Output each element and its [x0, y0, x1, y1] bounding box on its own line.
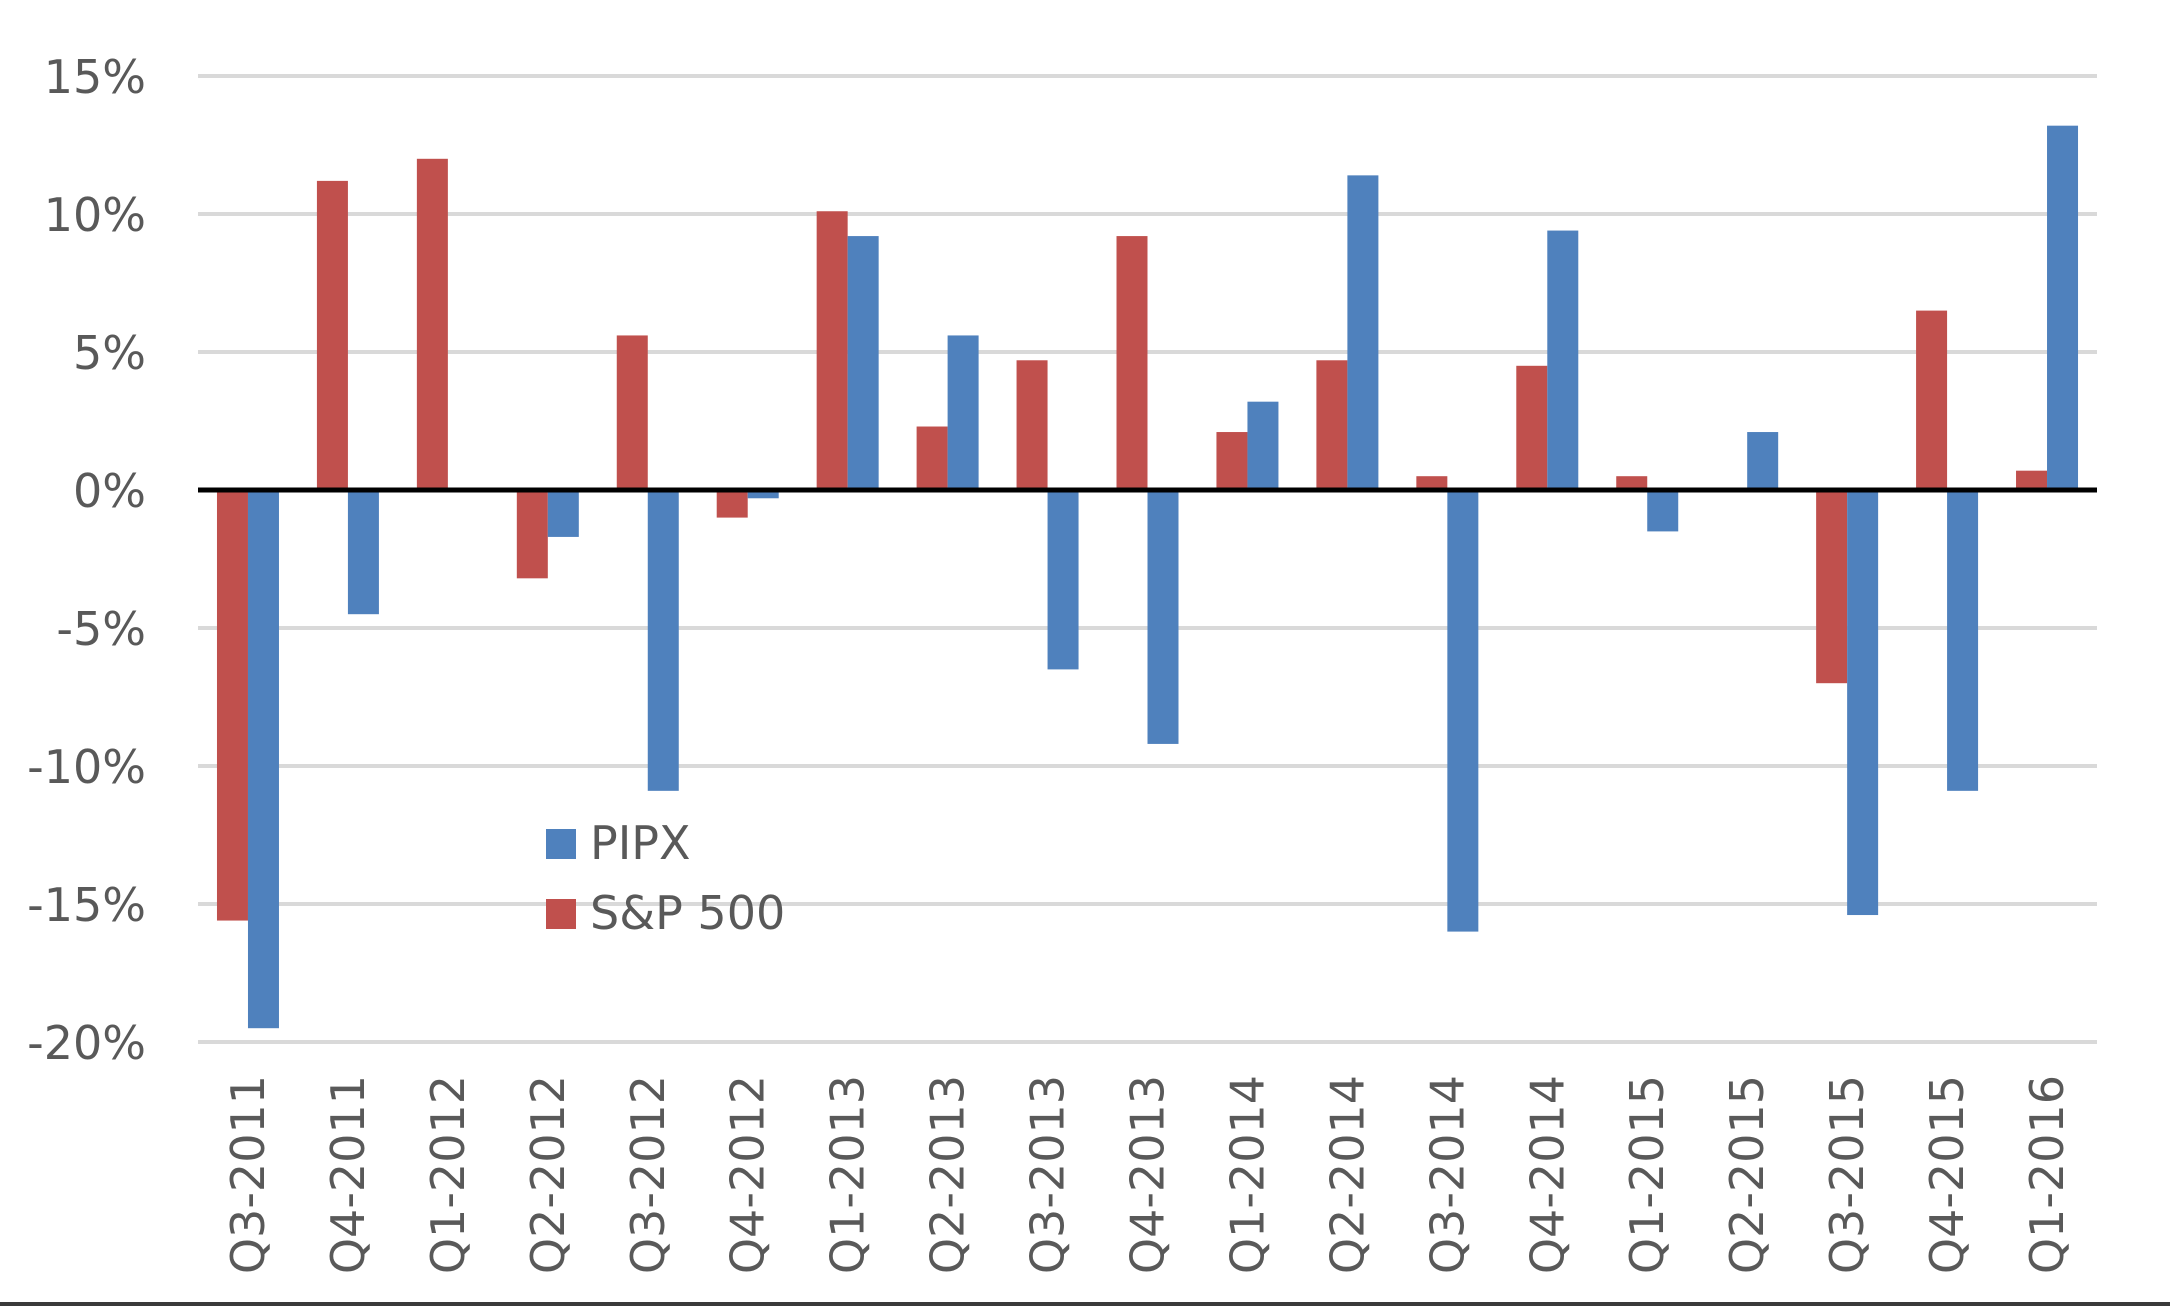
- x-tick-label: Q3-2012: [621, 1075, 675, 1274]
- bar-s-p-500-q1-2012: [416, 158, 448, 491]
- bar-pipx-q4-2011: [347, 490, 379, 615]
- bar-pipx-q3-2012: [647, 490, 679, 791]
- legend-swatch-s-p-500: [546, 899, 576, 929]
- bar-s-p-500-q1-2015: [1616, 476, 1648, 490]
- bar-s-p-500-q2-2013: [916, 426, 948, 490]
- bar-s-p-500-q1-2014: [1216, 432, 1248, 490]
- x-tick-label: Q1-2015: [1620, 1075, 1674, 1274]
- x-tick-label: Q3-2011: [221, 1075, 275, 1274]
- bar-s-p-500-q1-2016: [2016, 470, 2048, 490]
- bar-pipx-q4-2012: [747, 490, 779, 499]
- bar-pipx-q2-2012: [547, 490, 579, 537]
- y-tick-label: 5%: [73, 326, 146, 380]
- bar-s-p-500-q2-2014: [1316, 360, 1348, 490]
- x-tick-label: Q2-2013: [921, 1075, 975, 1274]
- bar-s-p-500-q3-2013: [1016, 360, 1048, 490]
- y-tick-label: -10%: [27, 740, 146, 794]
- y-tick-label: -5%: [56, 602, 146, 656]
- x-tick-label: Q4-2015: [1920, 1075, 1974, 1274]
- window-bottom-border: [0, 1302, 2170, 1306]
- x-tick-label: Q2-2012: [521, 1075, 575, 1274]
- bar-s-p-500-q2-2012: [516, 490, 548, 579]
- bar-pipx-q3-2014: [1447, 490, 1479, 932]
- x-tick-label: Q3-2014: [1420, 1075, 1474, 1274]
- bar-pipx-q2-2015: [1747, 432, 1779, 490]
- x-axis-tick-labels: Q3-2011 Q4-2011 Q1-2012 Q2-2012 Q3-2012 Q4-20…: [221, 1075, 2074, 1274]
- bar-s-p-500-q4-2013: [1116, 236, 1148, 490]
- bar-s-p-500-q4-2014: [1516, 365, 1548, 490]
- bar-pipx-q4-2015: [1947, 490, 1979, 791]
- x-tick-label: Q4-2014: [1520, 1075, 1574, 1274]
- bar-s-p-500-q4-2011: [316, 180, 348, 490]
- legend-swatch-pipx: [546, 829, 576, 859]
- x-tick-label: Q1-2013: [821, 1075, 875, 1274]
- bar-pipx-q1-2013: [847, 236, 879, 490]
- x-tick-label: Q3-2015: [1820, 1075, 1874, 1274]
- bar-s-p-500-q3-2011: [216, 490, 248, 921]
- x-tick-label: Q3-2013: [1021, 1075, 1075, 1274]
- bar-pipx-q3-2013: [1047, 490, 1079, 670]
- x-tick-label: Q1-2014: [1220, 1075, 1274, 1274]
- legend-label: S&P 500: [590, 886, 785, 940]
- bar-pipx-q3-2015: [1847, 490, 1879, 916]
- x-tick-label: Q1-2016: [2020, 1075, 2074, 1274]
- x-tick-label: Q4-2011: [321, 1075, 375, 1274]
- x-tick-label: Q1-2012: [421, 1075, 475, 1274]
- bar-pipx-q1-2016: [2047, 125, 2079, 491]
- legend: PIPX S&P 500: [546, 816, 785, 940]
- bar-pipx-q1-2014: [1247, 401, 1279, 490]
- bar-pipx-q4-2014: [1547, 230, 1579, 490]
- y-axis-tick-labels: 15% 10% 5% 0% -5% -10% -15% -20%: [27, 50, 146, 1070]
- y-tick-label: 0%: [73, 464, 146, 518]
- bar-pipx-q3-2011: [247, 490, 279, 1029]
- bar-s-p-500-q3-2015: [1816, 490, 1848, 684]
- legend-label: PIPX: [590, 816, 691, 870]
- bar-pipx-q4-2013: [1147, 490, 1179, 744]
- bar-pipx-q1-2015: [1647, 490, 1679, 532]
- x-tick-label: Q4-2013: [1121, 1075, 1175, 1274]
- bar-pipx-q2-2014: [1347, 175, 1379, 491]
- bar-s-p-500-q1-2013: [816, 211, 848, 491]
- x-tick-label: Q2-2015: [1720, 1075, 1774, 1274]
- y-tick-label: -15%: [27, 878, 146, 932]
- bar-s-p-500-q3-2014: [1416, 476, 1448, 490]
- y-tick-label: -20%: [27, 1016, 146, 1070]
- bar-s-p-500-q3-2012: [616, 335, 648, 490]
- bar-pipx-q2-2013: [947, 335, 979, 490]
- bars: [216, 125, 2079, 1029]
- bar-s-p-500-q4-2015: [1916, 310, 1948, 490]
- x-tick-label: Q4-2012: [721, 1075, 775, 1274]
- bar-s-p-500-q4-2012: [716, 490, 748, 518]
- y-tick-label: 15%: [44, 50, 146, 104]
- x-tick-label: Q2-2014: [1320, 1075, 1374, 1274]
- y-tick-label: 10%: [44, 188, 146, 242]
